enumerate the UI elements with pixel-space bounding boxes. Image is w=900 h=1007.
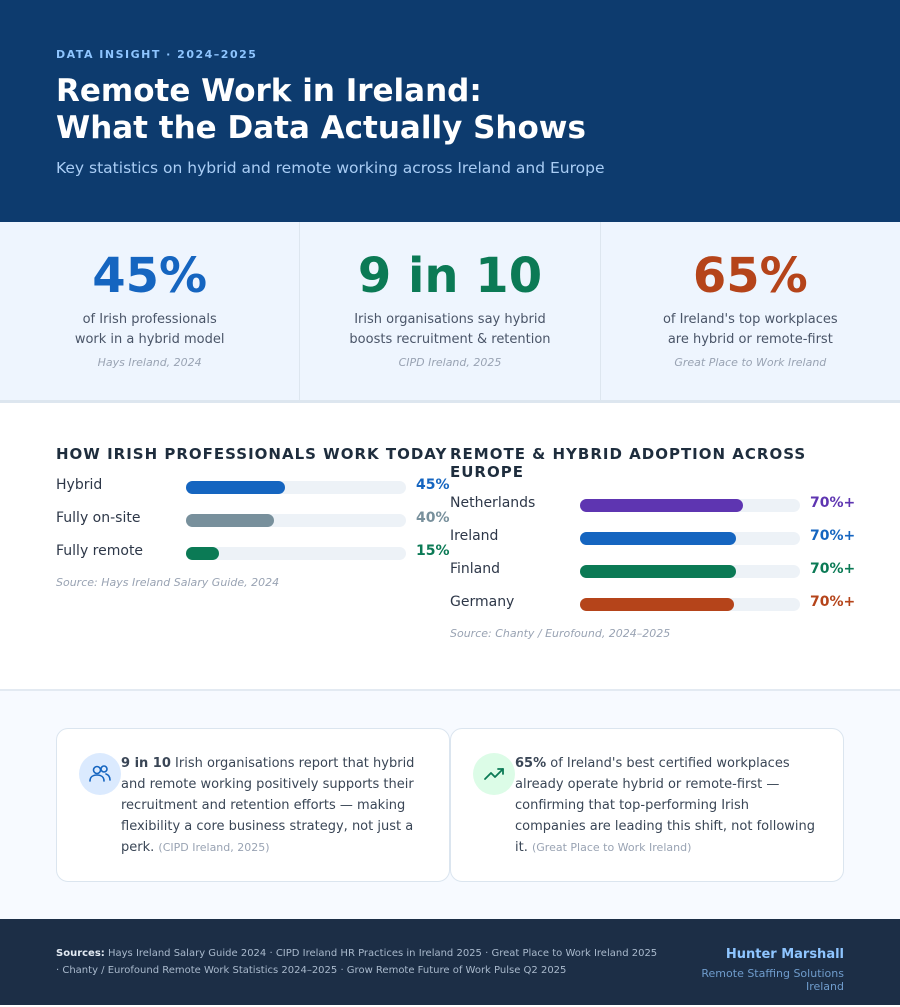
- bar-label: Ireland: [450, 528, 499, 544]
- bar: [580, 499, 743, 512]
- bar: [580, 598, 734, 611]
- bar-label: Hybrid: [56, 477, 103, 493]
- header: DATA INSIGHT · 2024–2025 Remote Work in …: [0, 0, 900, 222]
- stat-value: 65%: [692, 248, 808, 304]
- stat-text: of Irish professionals work in a hybrid m…: [0, 310, 299, 350]
- charts: HOW IRISH PROFESSIONALS WORK TODAY Hybrid…: [0, 403, 900, 691]
- title-line: What the Data Actually Shows: [56, 110, 586, 146]
- insight-text: 9 in 10 Irish organisations report that …: [121, 753, 425, 858]
- stat-value: 9 in 10: [357, 248, 543, 304]
- chart: REMOTE & HYBRID ADOPTION ACROSS EUROPE Ne…: [450, 445, 855, 689]
- chart-title: HOW IRISH PROFESSIONALS WORK TODAY: [56, 445, 448, 463]
- byline: Hunter Marshall Remote Staffing Solution…: [661, 945, 844, 1005]
- insight-body: of Ireland's best certified workplaces a…: [515, 756, 816, 855]
- bar-row: Fully on-site 40%: [56, 510, 450, 543]
- insight-card: 9 in 10 Irish organisations report that …: [56, 728, 450, 882]
- chart-source: Source: Hays Ireland Salary Guide, 2024: [56, 576, 280, 589]
- stat: 45% of Irish professionals work in a hybri…: [0, 222, 301, 400]
- bar-rows: Netherlands 70%+ Ireland 70%+ Finland 70%+ Ger…: [450, 495, 855, 627]
- bar: [580, 532, 737, 545]
- bar: [580, 565, 737, 578]
- stat-line: of Irish professionals: [82, 312, 217, 327]
- bar-track: [186, 481, 406, 494]
- bar-track: [580, 565, 800, 578]
- icon-trend: [473, 753, 515, 795]
- company: Remote Staffing Solutions Ireland: [701, 967, 844, 993]
- bar-label: Fully on-site: [56, 510, 141, 526]
- bar-value: 70%+: [810, 528, 856, 544]
- bar-rows: Hybrid 45% Fully on-site 40% Fully remote 15%: [56, 477, 450, 576]
- insight-lead: 9 in 10: [121, 756, 171, 771]
- eyebrow: DATA INSIGHT · 2024–2025: [56, 48, 258, 61]
- bar-track: [580, 532, 800, 545]
- bar-label: Netherlands: [450, 495, 536, 511]
- bar: [186, 547, 219, 560]
- author: Hunter Marshall: [725, 947, 844, 962]
- chart-source: Source: Chanty / Eurofound, 2024–2025: [450, 627, 671, 640]
- bar-row: Fully remote 15%: [56, 543, 450, 576]
- insights: 9 in 10 Irish organisations report that …: [0, 691, 900, 919]
- stat-text: of Ireland's top workplaces are hybrid or…: [601, 310, 900, 350]
- sources-text: Hays Ireland Salary Guide 2024 · CIPD Ir…: [56, 948, 658, 976]
- stat-line: of Ireland's top workplaces: [662, 312, 838, 327]
- insight-lead: 65%: [515, 756, 547, 771]
- bar-value: 70%+: [810, 561, 856, 577]
- bar-label: Fully remote: [56, 543, 144, 559]
- bar-value: 70%+: [810, 495, 856, 511]
- insight-cite: (CIPD Ireland, 2025): [158, 841, 270, 854]
- insight-text: 65% of Ireland's best certified workplac…: [515, 753, 819, 858]
- bar-value: 15%: [416, 543, 450, 559]
- bar-row: Ireland 70%+: [450, 528, 855, 561]
- stat-line: are hybrid or remote-first: [667, 332, 833, 347]
- stat: 9 in 10 Irish organisations say hybrid boo…: [300, 222, 601, 400]
- bar-value: 70%+: [810, 594, 856, 610]
- bar-label: Germany: [450, 594, 515, 610]
- bar-row: Netherlands 70%+: [450, 495, 855, 528]
- stats: 45% of Irish professionals work in a hybri…: [0, 222, 900, 403]
- insight-cite: (Great Place to Work Ireland): [531, 841, 692, 854]
- footer: Sources: Hays Ireland Salary Guide 2024 …: [0, 919, 900, 1005]
- bar-track: [580, 598, 800, 611]
- stat-source: Hays Ireland, 2024: [97, 356, 202, 369]
- chart-title: REMOTE & HYBRID ADOPTION ACROSS EUROPE: [450, 445, 807, 481]
- bar-value: 45%: [416, 477, 450, 493]
- bar-track: [186, 547, 406, 560]
- stat-line: Irish organisations say hybrid: [354, 312, 546, 327]
- bar-row: Hybrid 45%: [56, 477, 450, 510]
- stat-source: CIPD Ireland, 2025: [398, 356, 502, 369]
- title: Remote Work in Ireland: What the Data Ac…: [56, 73, 844, 147]
- bar: [186, 481, 285, 494]
- bar-row: Finland 70%+: [450, 561, 855, 594]
- sources-label: Sources:: [56, 948, 105, 959]
- insight-body: Irish organisations report that hybrid a…: [121, 756, 415, 855]
- bar-track: [186, 514, 406, 527]
- bar-track: [580, 499, 800, 512]
- stat-source: Great Place to Work Ireland: [674, 356, 827, 369]
- stat-line: work in a hybrid model: [74, 332, 225, 347]
- stat: 65% of Ireland's top workplaces are hybrid…: [601, 222, 900, 400]
- bar-row: Germany 70%+: [450, 594, 855, 627]
- stat-value: 45%: [92, 248, 208, 304]
- subtitle: Key statistics on hybrid and remote work…: [56, 159, 605, 177]
- bar-label: Finland: [450, 561, 501, 577]
- stat-line: boosts recruitment & retention: [349, 332, 551, 347]
- stat-text: Irish organisations say hybrid boosts rec…: [300, 310, 599, 350]
- insight-card: 65% of Ireland's best certified workplac…: [450, 728, 844, 882]
- bar: [186, 514, 274, 527]
- bar-value: 40%: [416, 510, 450, 526]
- title-line: Remote Work in Ireland:: [56, 73, 482, 109]
- chart: HOW IRISH PROFESSIONALS WORK TODAY Hybrid…: [56, 445, 450, 689]
- icon-people: [79, 753, 121, 795]
- sources: Sources: Hays Ireland Salary Guide 2024 …: [56, 945, 661, 1005]
